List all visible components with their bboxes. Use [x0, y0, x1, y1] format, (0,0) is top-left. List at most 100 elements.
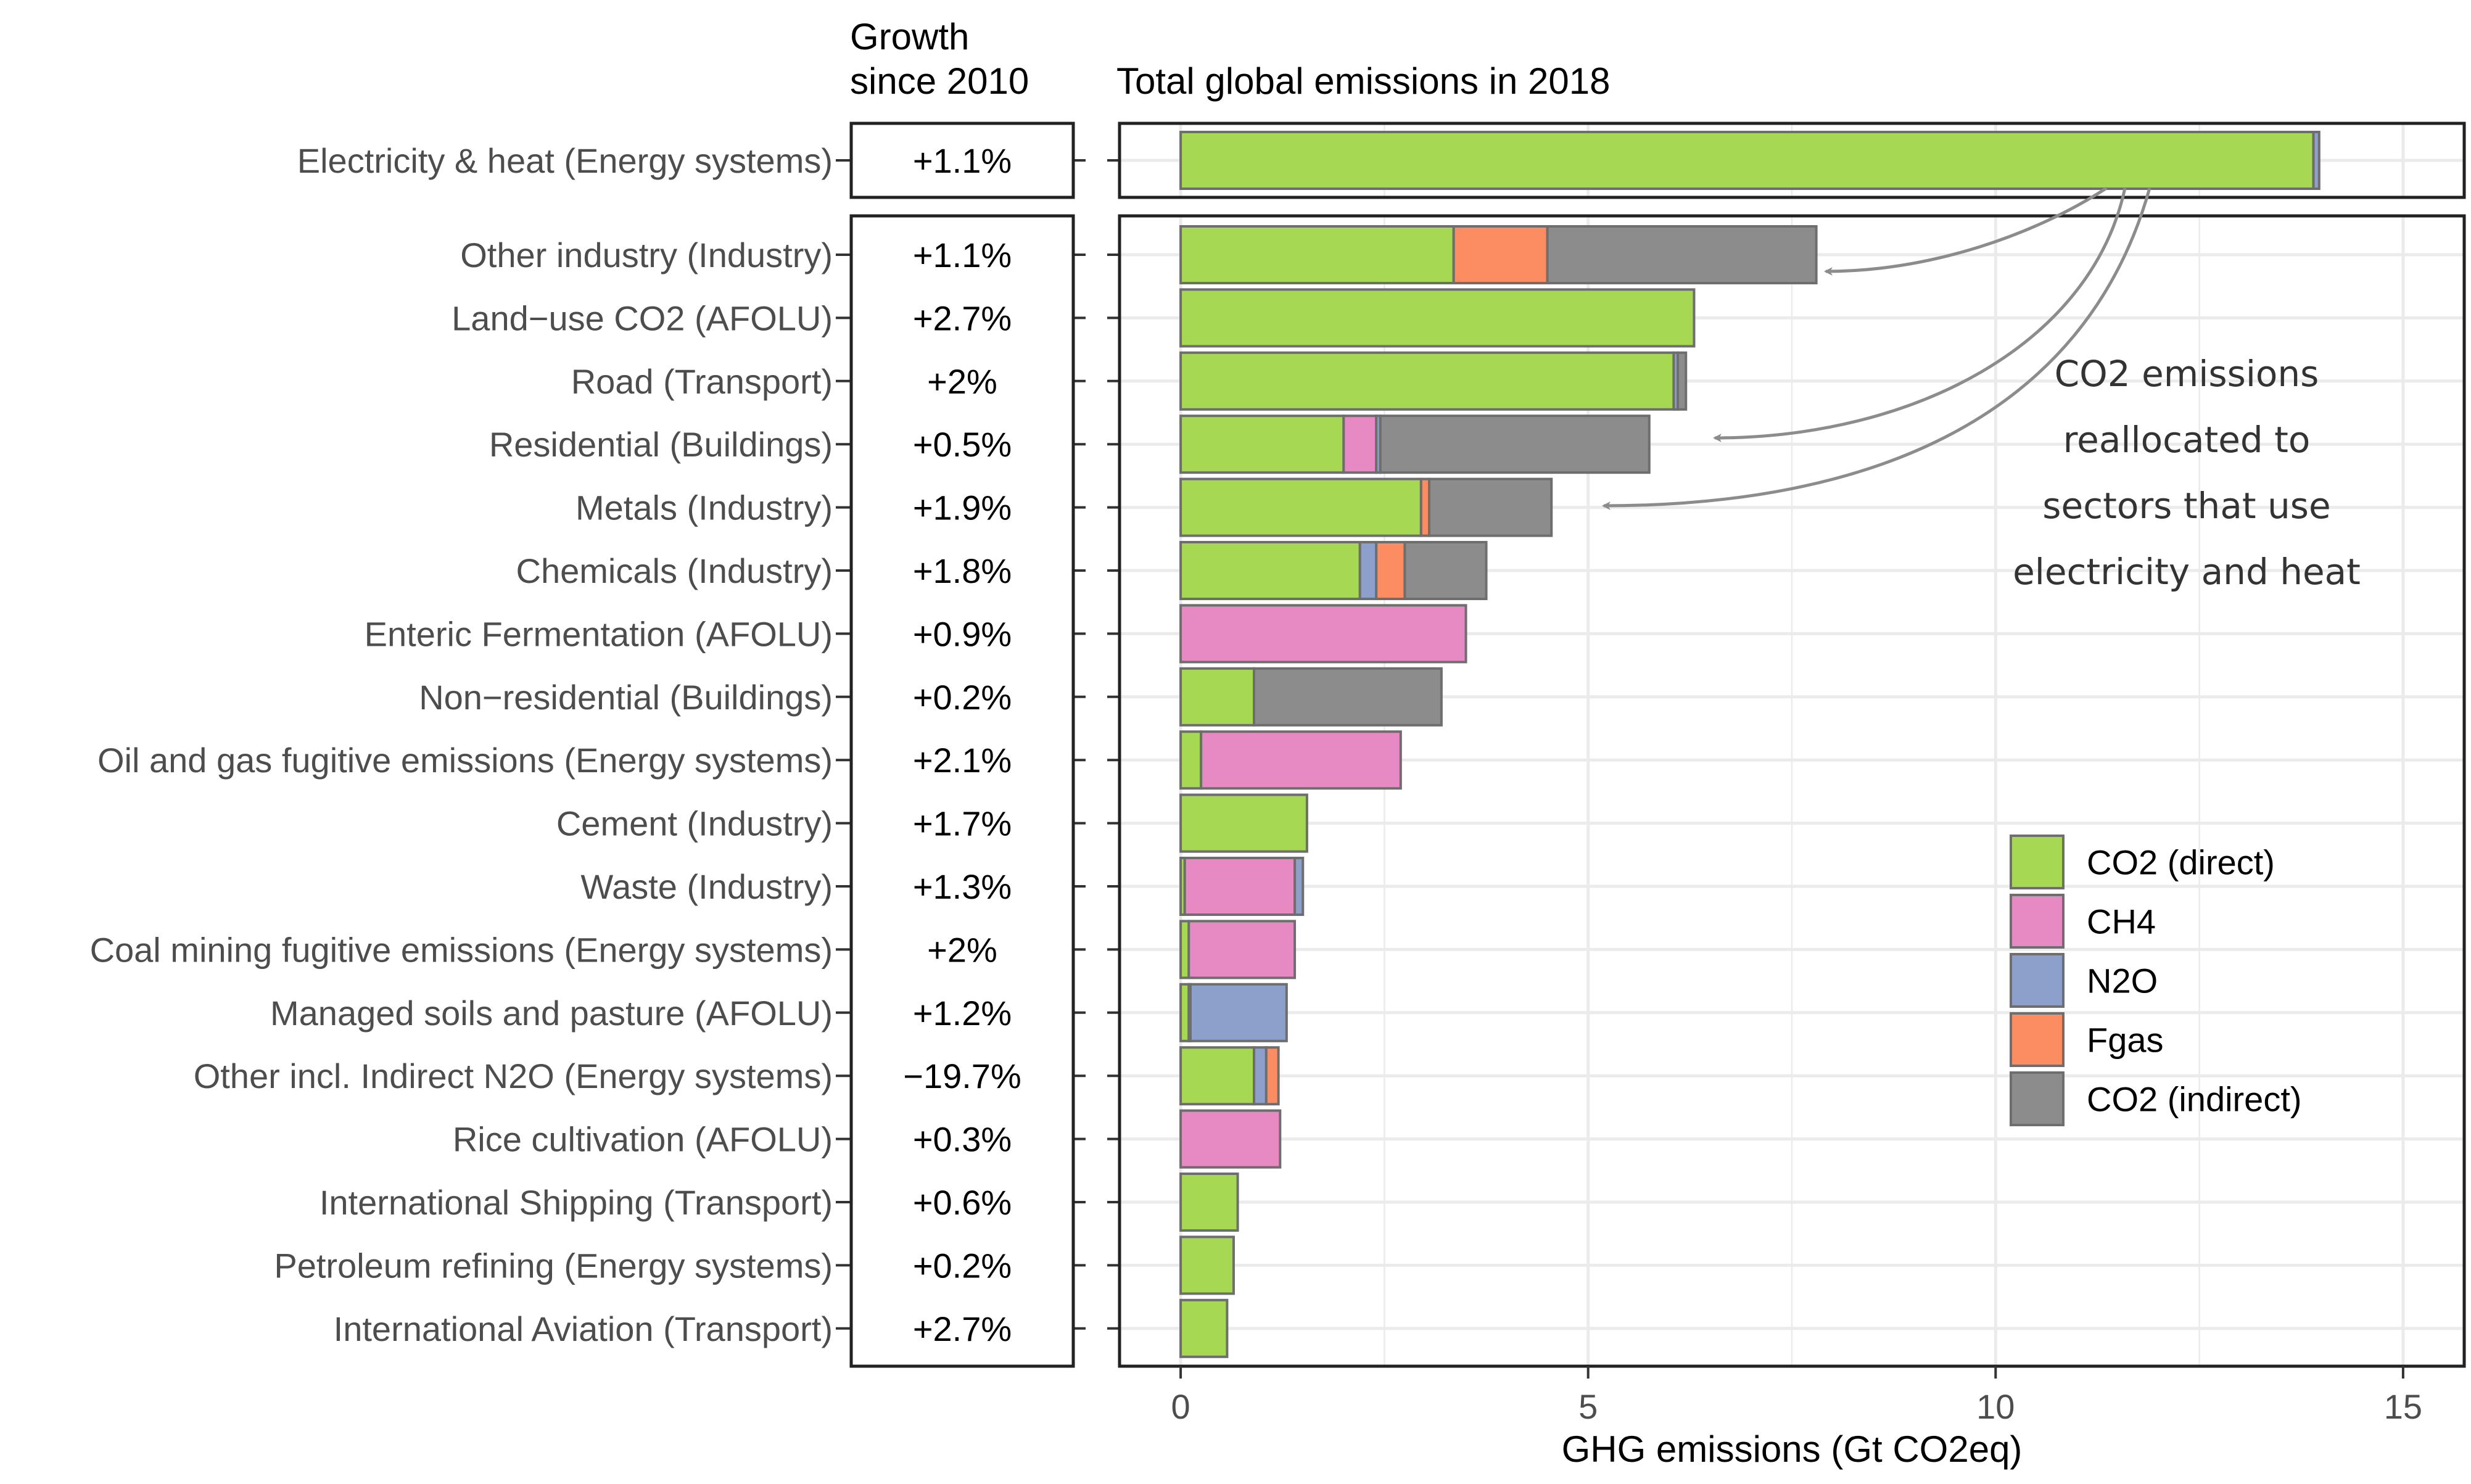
bar-segment-co2-direct-	[1179, 1046, 1256, 1106]
growth-panel-border	[849, 214, 1075, 1368]
bar-segment-ch4	[1187, 920, 1297, 979]
bar-segment-co2-indirect-	[1253, 667, 1443, 727]
growth-value: +0.5%	[913, 425, 1012, 464]
growth-header-line1: Growth	[850, 16, 969, 57]
sector-label: Other incl. Indirect N2O (Energy systems…	[194, 1057, 833, 1095]
arrow-to-metals	[1602, 188, 2151, 510]
growth-value: +1.8%	[913, 551, 1012, 590]
growth-value: +1.1%	[913, 141, 1012, 180]
sector-label: Cement (Industry)	[556, 804, 833, 843]
x-tick-label: 5	[1578, 1387, 1598, 1426]
bar-segment-n2o	[1253, 1046, 1268, 1106]
x-axis-title: GHG emissions (Gt CO2eq)	[1562, 1428, 2023, 1470]
sector-label: Metals (Industry)	[575, 488, 833, 527]
growth-panel-border	[849, 122, 1075, 199]
x-axis: 0 5 10 15 GHG emissions (Gt CO2eq)	[1171, 1366, 2422, 1470]
bar-segment-co2-direct-	[1179, 351, 1675, 411]
growth-value: +1.1%	[913, 236, 1012, 274]
sector-label: Coal mining fugitive emissions (Energy s…	[90, 930, 833, 969]
bar-segment-co2-direct-	[1179, 667, 1256, 727]
bar-segment-co2-indirect-	[1546, 225, 1818, 284]
sector-label: Road (Transport)	[571, 362, 833, 401]
growth-value: +2.7%	[913, 299, 1012, 337]
growth-header-line2: since 2010	[850, 60, 1029, 102]
bar-segment-co2-indirect-	[1677, 351, 1688, 411]
growth-value: +2%	[927, 930, 997, 969]
bar-segment-ch4	[1200, 730, 1402, 790]
legend-swatch	[2010, 835, 2065, 889]
sector-label: International Shipping (Transport)	[320, 1183, 833, 1222]
growth-value: +0.2%	[913, 678, 1012, 717]
arrow-to-residential	[1713, 188, 2127, 442]
sector-labels: Electricity & heat (Energy systems) Other…	[90, 141, 1120, 1348]
x-tick-label: 10	[1976, 1387, 2015, 1426]
growth-value: +1.7%	[913, 804, 1012, 843]
plot-panel-border	[1118, 214, 2466, 1368]
sector-label: Rice cultivation (AFOLU)	[453, 1120, 833, 1159]
bar-segment-co2-direct-	[1179, 1173, 1239, 1232]
growth-value: +0.2%	[913, 1246, 1012, 1285]
bar-segment-fgas	[1375, 541, 1406, 600]
sector-label: Residential (Buildings)	[489, 425, 833, 464]
sector-label: Enteric Fermentation (AFOLU)	[365, 614, 833, 653]
sector-label: Oil and gas fugitive emissions (Energy s…	[97, 741, 833, 780]
bar-segment-co2-indirect-	[1403, 541, 1488, 600]
x-tick-label: 0	[1171, 1387, 1190, 1426]
legend-swatch	[2010, 953, 2065, 1008]
growth-value: −19.7%	[903, 1057, 1021, 1095]
growth-value: +1.3%	[913, 867, 1012, 906]
growth-value: +2%	[927, 362, 997, 401]
bar-segment-co2-direct-	[1179, 1235, 1235, 1295]
reallocation-arrows	[1602, 186, 2151, 510]
legend: CO2 (direct) CH4 N2O Fgas CO2 (indirect)	[2010, 835, 2302, 1126]
bar-segment-co2-direct-	[1179, 225, 1455, 284]
legend-swatch	[2010, 1012, 2065, 1067]
growth-value: +1.9%	[913, 488, 1012, 527]
legend-swatch	[2010, 894, 2065, 949]
panel-borders	[849, 122, 2466, 1368]
sector-label: Non−residential (Buildings)	[419, 678, 833, 717]
legend-label: Fgas	[2087, 1021, 2164, 1060]
bar-segment-co2-direct-	[1179, 793, 1308, 853]
annotation-line-2: reallocated to	[2063, 419, 2311, 461]
growth-value: +2.7%	[913, 1309, 1012, 1348]
sector-label: Electricity & heat (Energy systems)	[297, 141, 833, 180]
sector-label: Managed soils and pasture (AFOLU)	[270, 994, 833, 1033]
legend-label: N2O	[2087, 962, 2158, 1000]
bar-segment-co2-direct-	[1179, 1298, 1229, 1358]
bar-segment-n2o	[1189, 983, 1288, 1042]
bars	[1179, 131, 2320, 1358]
bar-segment-co2-indirect-	[1379, 414, 1651, 474]
growth-value: +0.9%	[913, 614, 1012, 653]
bar-segment-fgas	[1452, 225, 1549, 284]
bar-segment-co2-direct-	[1179, 288, 1696, 348]
x-tick-label: 15	[2384, 1387, 2422, 1426]
legend-label: CO2 (indirect)	[2087, 1080, 2302, 1119]
plot-panel-border	[1118, 122, 2466, 199]
annotation-line-4: electricity and heat	[2013, 551, 2361, 593]
annotation-line-3: sectors that use	[2042, 485, 2330, 527]
sector-label: International Aviation (Transport)	[334, 1309, 833, 1348]
growth-value: +2.1%	[913, 741, 1012, 780]
legend-swatch	[2010, 1071, 2065, 1126]
sector-label: Land−use CO2 (AFOLU)	[452, 299, 833, 337]
bar-segment-n2o	[1358, 541, 1378, 600]
growth-value: +0.3%	[913, 1120, 1012, 1159]
bar-segment-n2o	[1293, 857, 1305, 916]
legend-label: CO2 (direct)	[2087, 843, 2275, 882]
bar-segment-ch4	[1179, 1109, 1282, 1169]
bar-segment-co2-direct-	[1179, 131, 2315, 190]
growth-value: +0.6%	[913, 1183, 1012, 1222]
bar-segment-co2-direct-	[1179, 730, 1203, 790]
annotation-line-1: CO2 emissions	[2055, 353, 2319, 395]
sector-label: Other industry (Industry)	[460, 236, 833, 274]
sector-label: Chemicals (Industry)	[516, 551, 833, 590]
bar-segment-ch4	[1183, 857, 1297, 916]
total-emissions-header: Total global emissions in 2018	[1116, 60, 1610, 102]
sector-label: Petroleum refining (Energy systems)	[274, 1246, 833, 1285]
bar-segment-co2-direct-	[1179, 477, 1422, 537]
legend-label: CH4	[2087, 902, 2156, 941]
bar-segment-co2-indirect-	[1428, 477, 1553, 537]
sector-label: Waste (Industry)	[580, 867, 833, 906]
